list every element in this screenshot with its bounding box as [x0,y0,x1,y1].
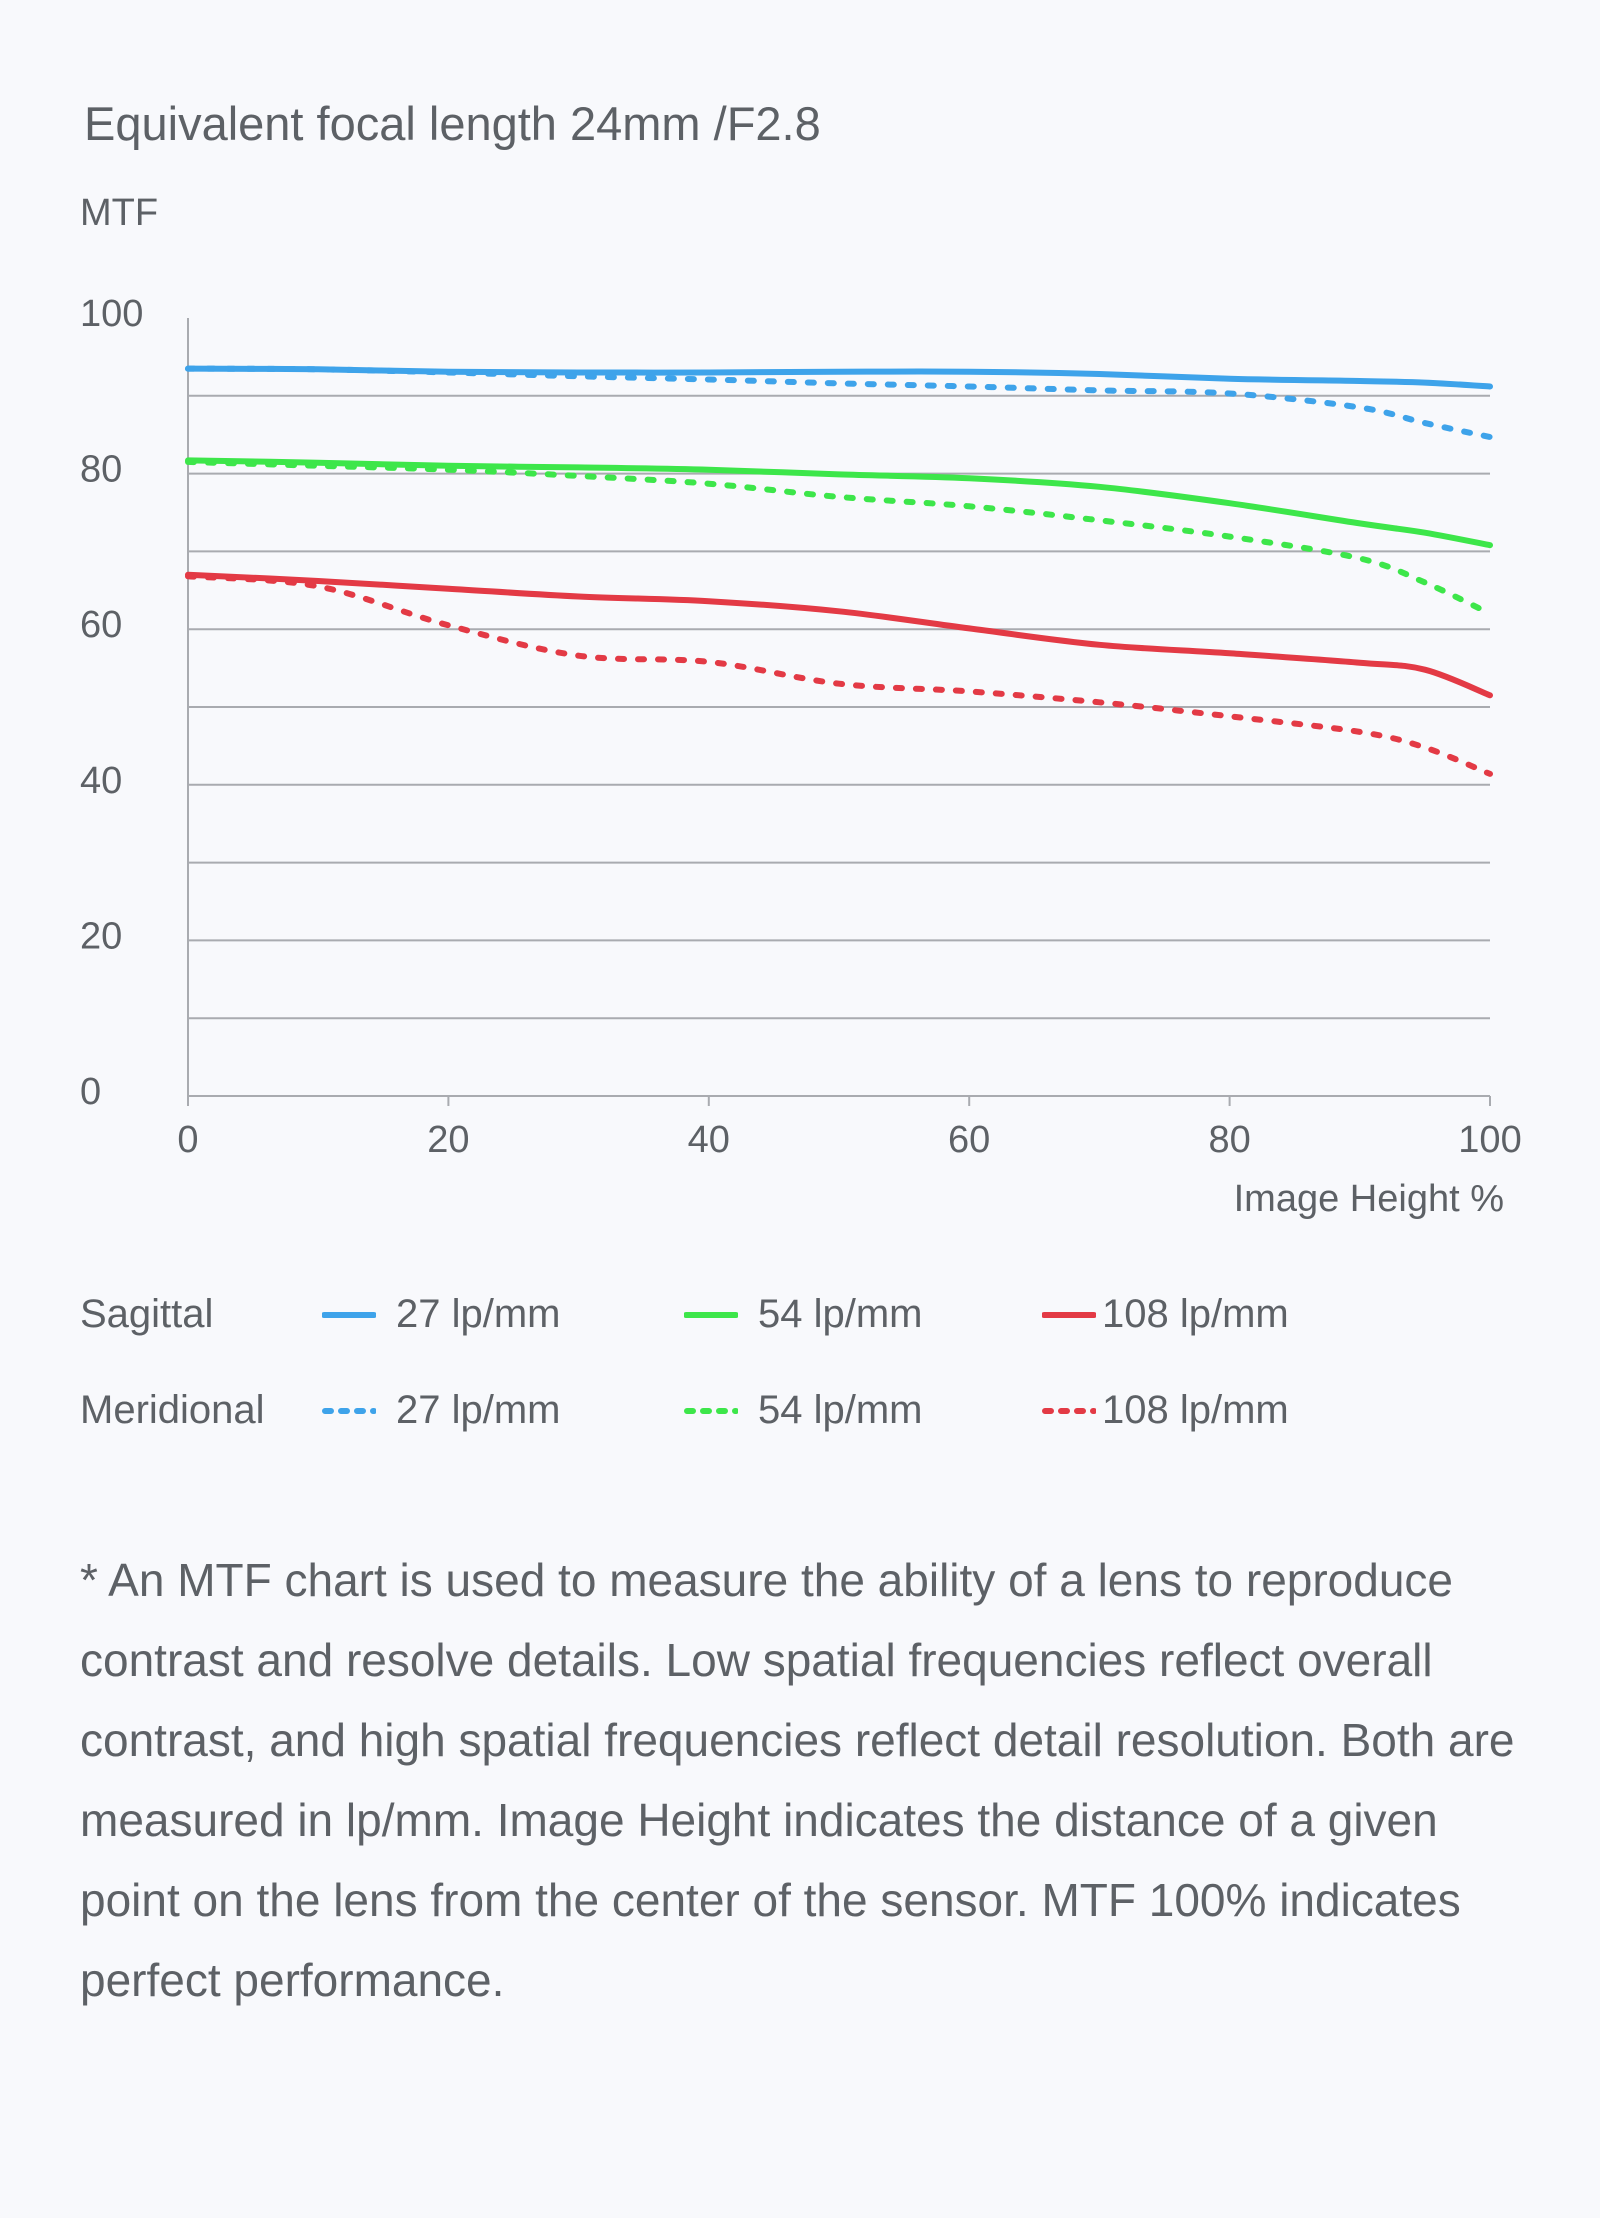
series-line-meridional-108 [185,573,1493,777]
x-tick-label-60: 60 [948,1119,990,1160]
y-tick-label-0: 0 [80,1071,101,1113]
legend-meridional-label: Meridional [80,1388,265,1432]
legend-item-sagittal-108: 108 lp/mm [1042,1292,1289,1337]
legend-item-meridional-108: 108 lp/mm [1042,1388,1289,1433]
series-line-meridional-27 [185,365,1493,440]
mtf-chart: 0 20 40 60 80 100 0 20 40 60 80 100 [80,293,1522,1160]
y-axis-label: MTF [80,192,159,234]
legend-text-meridional-108: 108 lp/mm [1102,1388,1289,1432]
legend-swatch-sagittal-54 [684,1311,738,1318]
legend-item-meridional-54: 54 lp/mm [684,1388,923,1433]
y-tick-label-60: 60 [80,604,122,646]
y-tick-label-100: 100 [80,293,143,335]
chart-title: Equivalent focal length 24mm /F2.8 [84,97,821,150]
legend-text-sagittal-27: 27 lp/mm [396,1292,561,1336]
legend-text-meridional-54: 54 lp/mm [758,1388,923,1432]
legend-text-sagittal-108: 108 lp/mm [1102,1292,1289,1336]
y-tick-label-80: 80 [80,449,122,491]
legend-text-meridional-27: 27 lp/mm [396,1388,561,1432]
x-tick-label-40: 40 [688,1119,730,1160]
y-tick-label-20: 20 [80,915,122,957]
series-line-sagittal-54 [185,457,1493,549]
series-line-sagittal-108 [185,571,1493,699]
series-line-sagittal-27 [185,365,1493,390]
legend-swatch-sagittal-108 [1042,1311,1096,1318]
legend-swatch-meridional-27 [322,1407,376,1414]
series-line-meridional-54 [185,458,1493,617]
y-tick-label-40: 40 [80,760,122,802]
legend-swatch-sagittal-27 [322,1311,376,1318]
legend-sagittal-label: Sagittal [80,1292,214,1336]
legend-item-sagittal-54: 54 lp/mm [684,1292,923,1337]
legend-text-sagittal-54: 54 lp/mm [758,1292,923,1336]
x-tick-label-20: 20 [427,1119,469,1160]
legend-swatch-meridional-54 [684,1407,738,1414]
footnote: * An MTF chart is used to measure the ab… [80,1554,1515,2006]
legend-item-meridional-27: 27 lp/mm [322,1388,561,1433]
x-tick-label-0: 0 [177,1119,198,1160]
legend-item-sagittal-27: 27 lp/mm [322,1292,561,1337]
legend-swatch-meridional-108 [1042,1407,1096,1414]
x-axis-label: Image Height % [1233,1178,1504,1220]
x-tick-label-80: 80 [1208,1119,1250,1160]
x-tick-label-100: 100 [1458,1119,1521,1160]
